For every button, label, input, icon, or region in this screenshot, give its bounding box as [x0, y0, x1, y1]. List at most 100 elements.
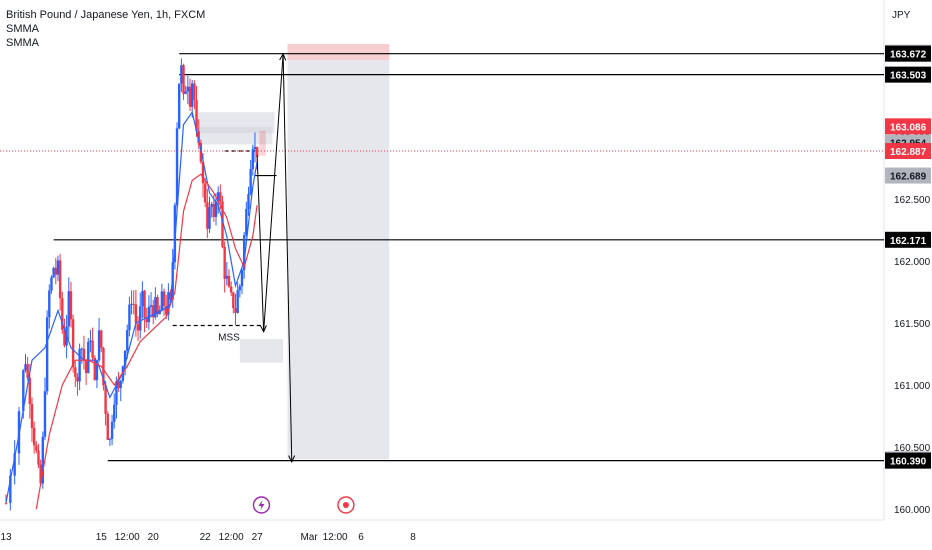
candle	[87, 341, 90, 374]
candle	[162, 291, 166, 307]
candle	[175, 128, 179, 206]
x-tick-label: 6	[358, 532, 364, 543]
projection-path-2[interactable]	[282, 53, 293, 462]
candle	[203, 183, 207, 203]
projection-path-1[interactable]	[263, 53, 284, 332]
candle	[184, 91, 187, 94]
candle	[50, 277, 53, 291]
price-label-box[interactable]	[885, 143, 931, 160]
candle	[152, 305, 155, 318]
x-tick-label: 15	[96, 532, 108, 543]
candle	[43, 391, 47, 437]
candle	[110, 421, 114, 439]
candle	[236, 290, 239, 313]
candle	[22, 370, 25, 412]
annotation-mss: MSS	[218, 332, 240, 343]
smma-slow-line	[35, 173, 258, 510]
candle	[208, 207, 211, 229]
candle	[227, 275, 231, 287]
candle	[100, 330, 103, 348]
candle	[240, 270, 244, 287]
candle	[132, 303, 135, 305]
candle	[128, 304, 131, 331]
candle	[182, 65, 185, 94]
smma-fast-line	[5, 110, 258, 503]
indicator-smma-slow[interactable]: SMMA	[6, 37, 39, 49]
price-label-box[interactable]	[885, 167, 931, 184]
candle	[93, 357, 96, 381]
candle	[141, 290, 144, 307]
x-tick-label: 12:00	[219, 532, 244, 543]
candle	[4, 502, 8, 504]
candle	[108, 438, 112, 441]
price-label-box[interactable]	[885, 45, 931, 62]
candle	[160, 291, 164, 311]
candle	[82, 348, 86, 361]
x-tick-label: 22	[200, 532, 212, 543]
candle	[134, 304, 138, 324]
currency-label: JPY	[892, 10, 911, 21]
candle	[145, 317, 148, 323]
candle	[69, 291, 73, 320]
candle	[147, 306, 151, 323]
zone-4	[287, 44, 390, 61]
price-label: 162.689	[890, 172, 927, 183]
x-tick-label: 8	[410, 532, 416, 543]
candle	[201, 161, 205, 184]
candle	[216, 192, 220, 202]
candle	[136, 323, 140, 331]
candle	[28, 377, 32, 405]
candle	[104, 385, 107, 414]
y-tick-label: 160.000	[894, 505, 931, 516]
candle	[180, 65, 183, 84]
x-tick-label: 12:00	[115, 532, 140, 543]
candle	[139, 306, 142, 331]
zone-3	[239, 339, 284, 363]
price-label-box[interactable]	[885, 118, 931, 135]
candle	[80, 348, 83, 350]
price-label: 163.086	[890, 122, 927, 133]
candle	[190, 83, 194, 107]
candle	[221, 201, 224, 247]
candle	[61, 298, 64, 330]
candle	[117, 381, 120, 388]
x-tick-label: 13	[0, 532, 12, 543]
candle	[212, 203, 216, 217]
candle	[26, 364, 29, 378]
price-label: 162.171	[890, 236, 927, 247]
record-glyph	[342, 502, 349, 508]
candle	[251, 149, 255, 170]
candle	[249, 169, 252, 195]
candle	[223, 246, 226, 279]
candle	[9, 475, 12, 503]
candle	[48, 290, 51, 318]
price-label-box[interactable]	[885, 452, 931, 469]
candle	[95, 360, 99, 381]
candle	[195, 99, 198, 132]
candle	[97, 330, 101, 361]
candle	[242, 235, 246, 271]
price-label: 163.503	[890, 71, 927, 82]
candle	[52, 267, 55, 278]
price-label: 162.887	[890, 147, 927, 158]
price-label: 163.672	[890, 50, 927, 61]
symbol-title[interactable]: British Pound / Japanese Yen, 1h, FXCM	[6, 9, 206, 21]
candle	[149, 305, 153, 307]
chart-legend: British Pound / Japanese Yen, 1h, FXCM S…	[6, 8, 205, 50]
price-label-box[interactable]	[885, 66, 931, 83]
candle	[210, 203, 213, 208]
candle	[193, 83, 196, 100]
candle	[39, 464, 42, 484]
candle	[255, 146, 259, 157]
candle	[91, 340, 94, 358]
projection-path-0[interactable]	[256, 155, 265, 332]
candle	[115, 381, 118, 405]
indicator-smma-fast[interactable]: SMMA	[6, 23, 39, 35]
candle	[247, 194, 250, 210]
candle	[123, 350, 127, 367]
price-label-box[interactable]	[885, 231, 931, 248]
candle	[206, 202, 209, 229]
x-tick-label: Mar	[300, 532, 318, 543]
x-tick-label: 27	[252, 532, 264, 543]
